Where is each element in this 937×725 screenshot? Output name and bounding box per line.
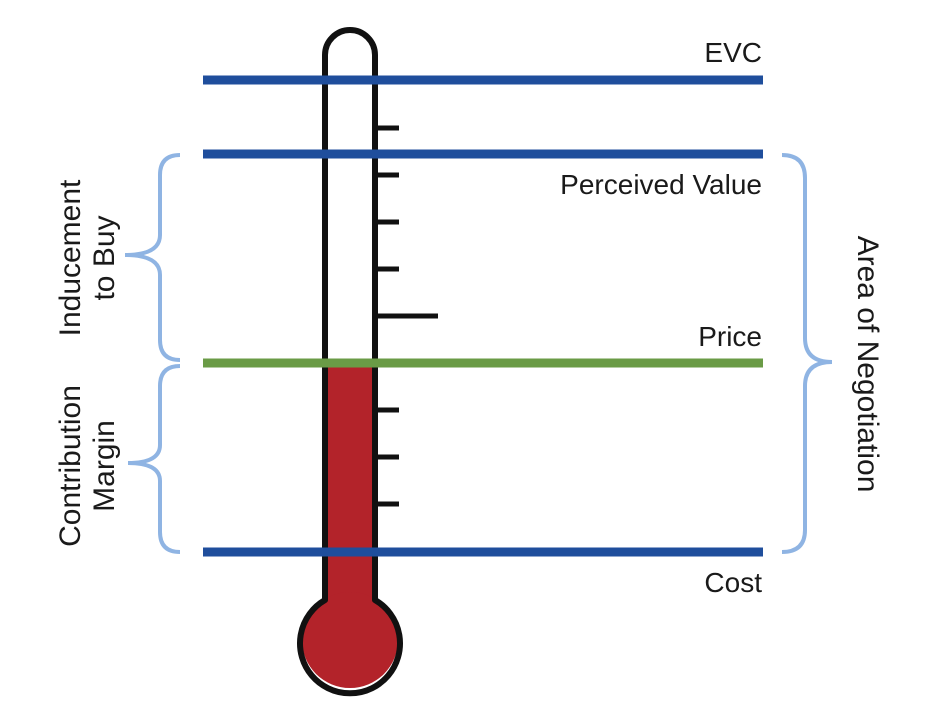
thermometer-ticks xyxy=(375,125,438,507)
thermometer-outline xyxy=(297,27,403,697)
inducement-label-line2: to Buy xyxy=(88,215,121,300)
cost-label: Cost xyxy=(704,567,762,598)
inducement-label-line1: Inducement xyxy=(54,179,87,336)
inducement-bracket xyxy=(124,153,181,362)
contribution-margin-label-line1: Contribution xyxy=(54,385,87,547)
contribution-margin-label-line2: Margin xyxy=(88,420,121,512)
perceived-value-label: Perceived Value xyxy=(560,169,762,200)
contribution-margin-bracket xyxy=(127,364,181,554)
evc-label: EVC xyxy=(704,37,762,68)
negotiation-bracket xyxy=(781,153,833,554)
price-label: Price xyxy=(698,321,762,352)
area-of-negotiation-label: Area of Negotiation xyxy=(851,236,884,493)
thermometer-mercury-column xyxy=(325,363,375,613)
thermometer-mercury-bulb xyxy=(302,592,398,688)
